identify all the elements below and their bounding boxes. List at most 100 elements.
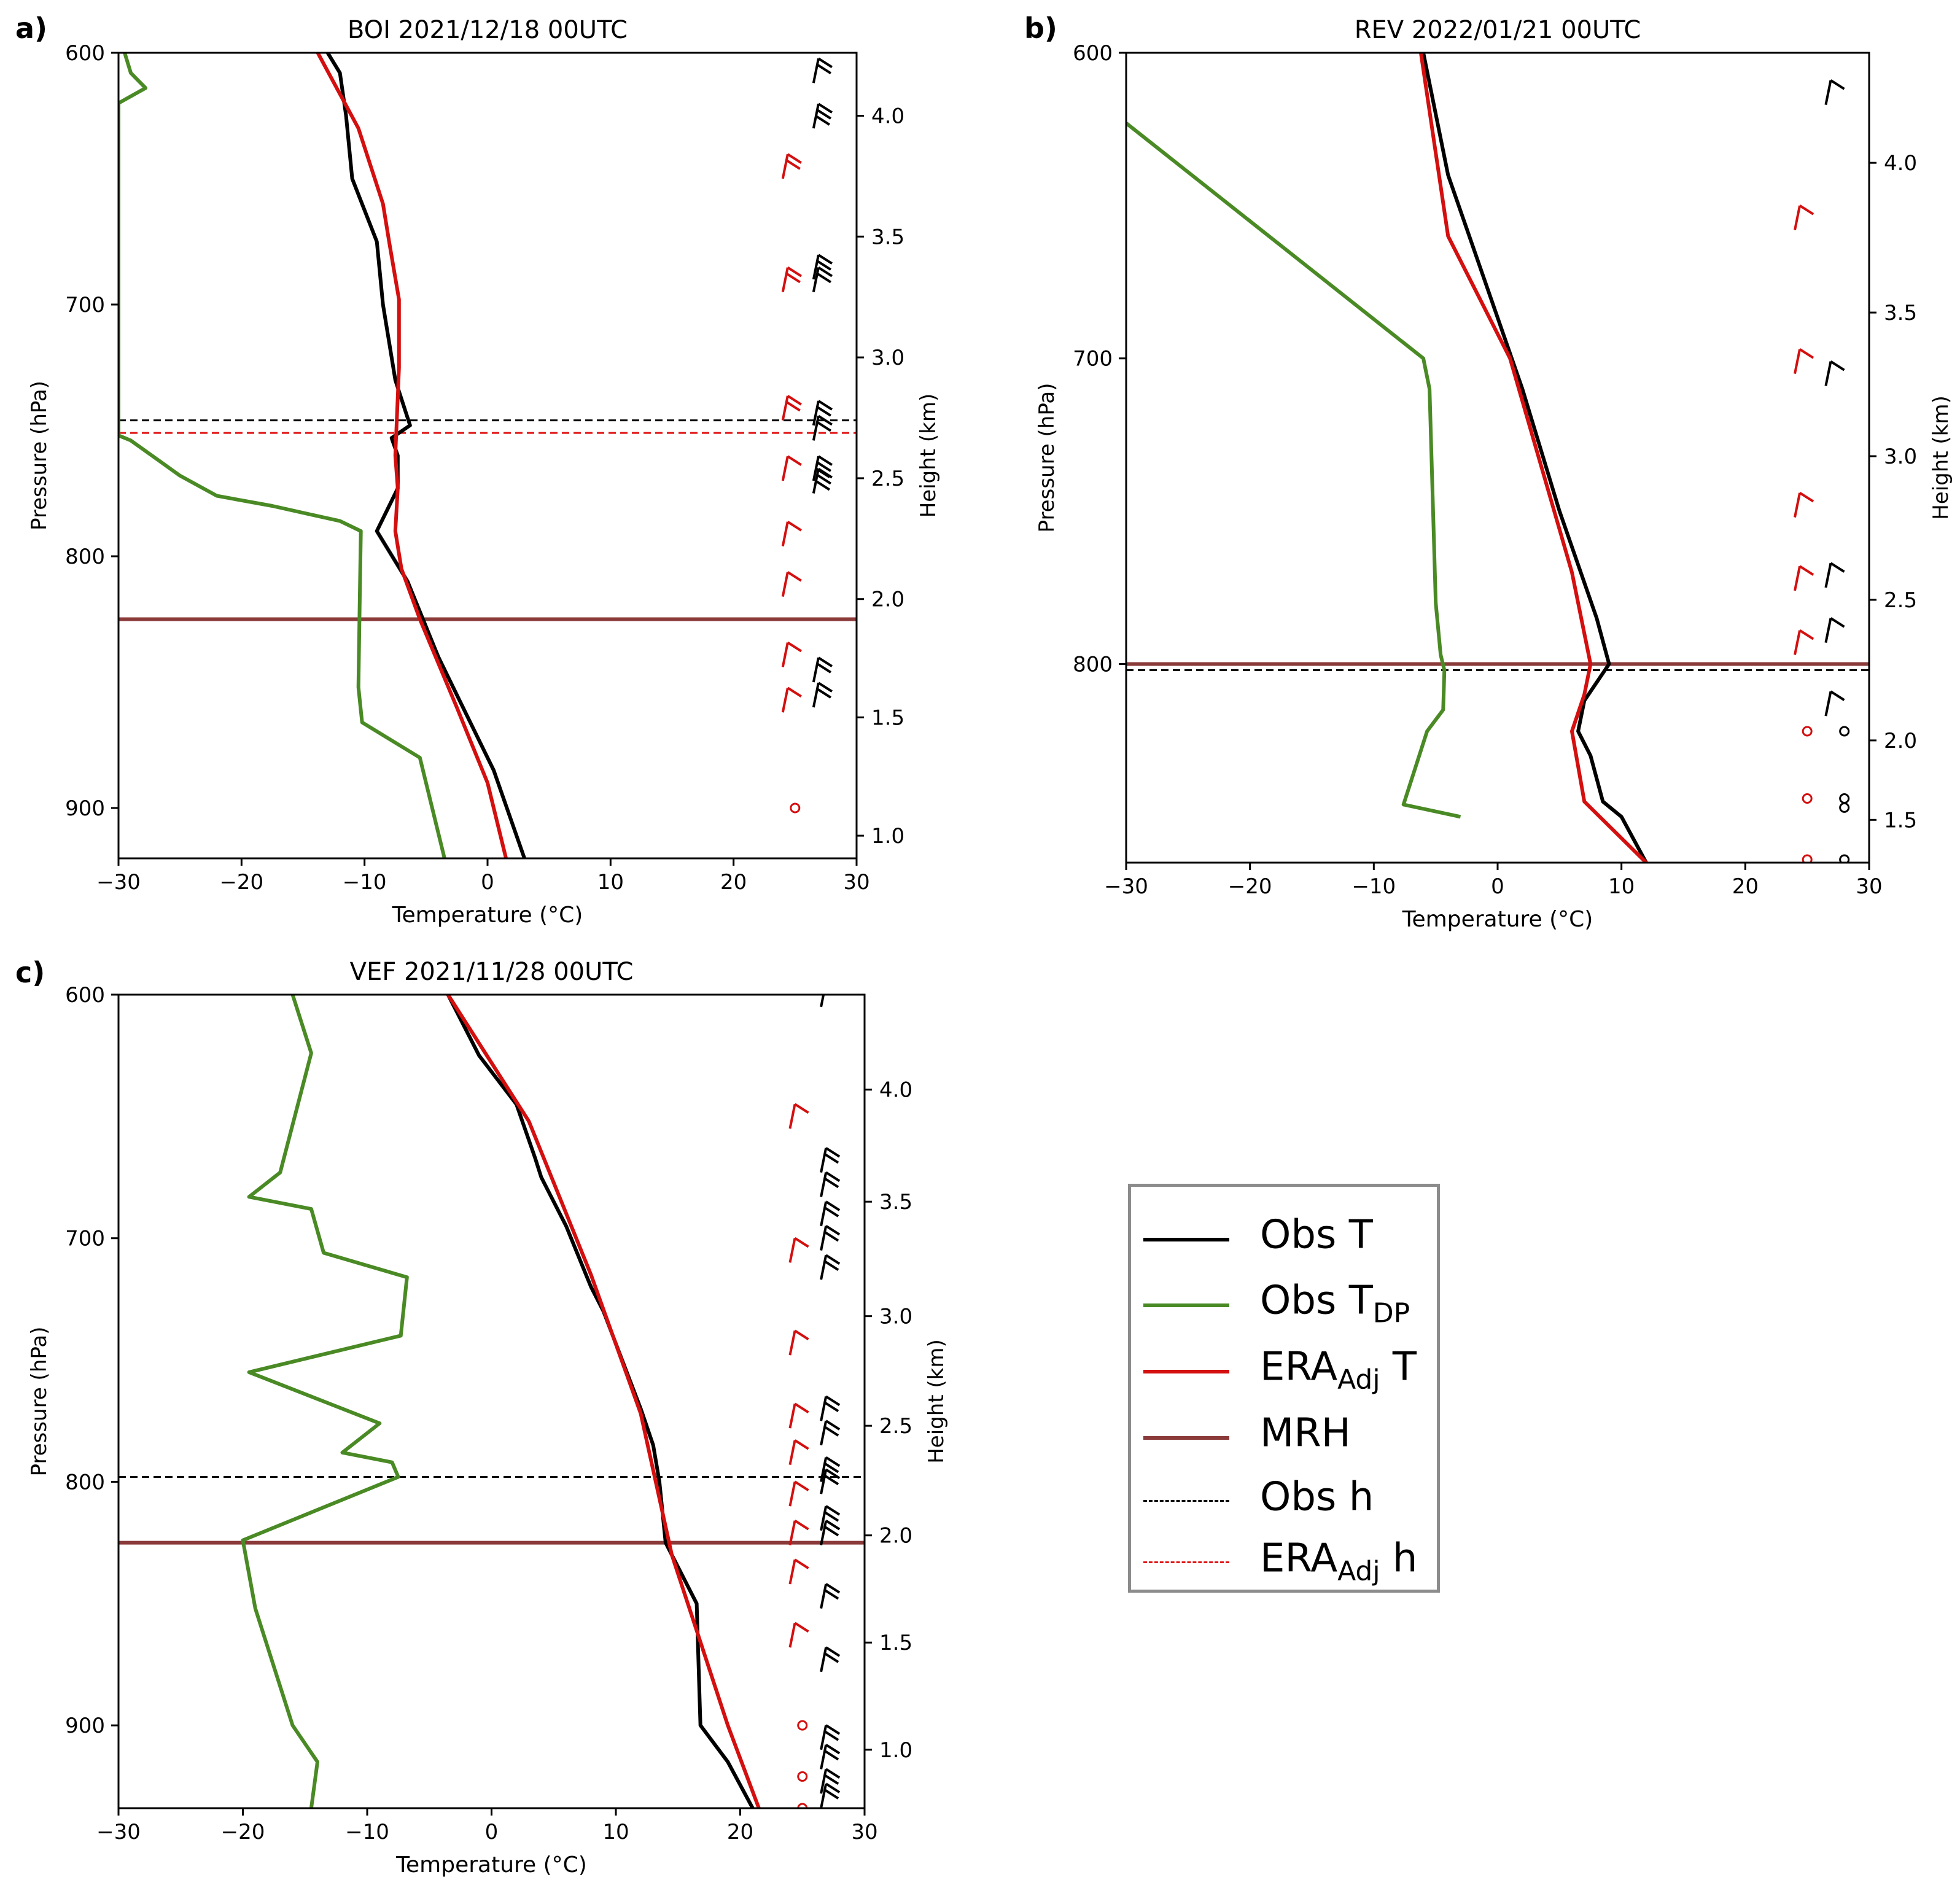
barb-flag	[816, 406, 831, 417]
barb-staff	[812, 267, 820, 292]
barb-flag	[817, 266, 833, 278]
barb-staff	[1794, 205, 1802, 231]
barb-staff	[812, 657, 820, 683]
barb-staff	[820, 1725, 828, 1750]
wind-barb-obs	[820, 1420, 841, 1446]
x-tick-label: −10	[1351, 874, 1396, 899]
series-obs-t	[446, 995, 755, 1808]
barb-staff	[820, 1201, 828, 1227]
barb-flag	[824, 1401, 839, 1413]
barb-flag	[817, 414, 833, 426]
barb-flag	[1830, 562, 1845, 573]
wind-barb-era	[781, 571, 802, 597]
barb-staff	[812, 400, 820, 426]
barb-flag	[824, 1426, 839, 1437]
wind-barb-obs	[812, 254, 833, 280]
wind-barb-era	[1794, 629, 1814, 655]
barb-flag	[824, 1774, 839, 1785]
panel-label: b)	[1024, 12, 1057, 45]
barb-flag	[816, 272, 831, 284]
y2-axis-label: Height (km)	[1929, 395, 1953, 520]
y-tick-label: 900	[65, 796, 105, 821]
calm-marker-era	[790, 802, 801, 814]
y2-tick-label: 2.5	[1884, 588, 1917, 613]
wind-barb-era	[788, 1520, 809, 1545]
wind-barb-era	[1794, 565, 1814, 591]
barb-staff	[781, 572, 789, 597]
barb-staff	[1794, 630, 1802, 655]
legend-swatch	[1143, 1500, 1229, 1502]
barb-staff	[788, 1440, 796, 1466]
barb-flag	[794, 1520, 809, 1531]
x-tick-label: 20	[727, 1820, 753, 1844]
x-tick-label: −10	[343, 870, 387, 895]
barb-staff	[781, 642, 789, 667]
barb-flag	[794, 1103, 809, 1114]
x-tick-label: 30	[1856, 874, 1882, 899]
wind-barb-obs	[812, 682, 833, 708]
barb-flag	[824, 1153, 839, 1164]
x-tick-label: 20	[720, 870, 747, 895]
barb-flag	[817, 682, 833, 693]
barb-flag	[817, 400, 833, 411]
axes-frame	[117, 52, 858, 860]
barb-staff	[820, 995, 825, 1008]
wind-barb-obs	[1824, 690, 1845, 717]
wind-barb-era	[788, 1480, 809, 1507]
y2-tick-label: 2.0	[1884, 729, 1917, 753]
series-obs-t	[1421, 53, 1648, 863]
y2-tick-label: 1.5	[871, 705, 904, 730]
barb-staff	[781, 456, 789, 481]
chart-panel-2: b) REV 2022/01/21 00UTC −30 −20 −10 0 10 20 30 Te…	[1024, 12, 1953, 932]
barb-staff	[1824, 80, 1832, 106]
barb-flag	[824, 1589, 839, 1600]
barb-flag	[824, 1789, 839, 1800]
x-tick-label: 10	[597, 870, 624, 895]
barb-staff	[812, 416, 820, 441]
wind-barb-era	[788, 1237, 809, 1263]
wind-barb-obs	[820, 1171, 841, 1197]
wind-barb-obs	[820, 1254, 841, 1280]
barb-flag	[824, 1525, 839, 1537]
barb-flag	[825, 1520, 841, 1531]
legend-item-obs-tdp: Obs TDP	[1131, 1273, 1437, 1334]
wind-barb-obs	[812, 467, 833, 494]
barb-flag	[817, 254, 833, 265]
y2-tick-label: 2.5	[871, 467, 904, 491]
y-tick-label: 600	[1073, 41, 1113, 66]
x-tick-label: −20	[1228, 874, 1272, 899]
barb-flag	[816, 109, 831, 120]
barb-flag	[1799, 348, 1814, 359]
barb-flag	[787, 686, 802, 698]
barb-flag	[1830, 617, 1845, 628]
y-tick-label: 900	[65, 1714, 105, 1738]
series-obs-tdp	[119, 53, 446, 858]
barb-flag	[825, 1147, 841, 1158]
wind-barb-obs	[820, 1768, 841, 1794]
barb-staff	[788, 1330, 796, 1356]
calm-marker-obs	[1839, 854, 1850, 863]
wind-barb-obs	[1824, 360, 1845, 386]
barb-flag	[825, 1782, 841, 1793]
barb-flag	[787, 641, 802, 653]
wind-barb-obs	[820, 1520, 841, 1545]
barb-staff	[1824, 618, 1832, 643]
legend-swatch	[1143, 1436, 1229, 1440]
barb-flag	[824, 1462, 839, 1474]
panel-label: c)	[15, 956, 45, 989]
legend-label: Obs h	[1260, 1474, 1374, 1520]
y2-tick-label: 3.5	[871, 225, 904, 249]
wind-barb-era	[1794, 348, 1814, 375]
barb-flag	[794, 1329, 809, 1340]
barb-flag	[816, 421, 831, 432]
plot-area	[119, 995, 865, 1808]
barb-staff	[820, 1505, 828, 1531]
x-tick-label: −30	[96, 1820, 141, 1844]
calm-marker-obs	[1839, 726, 1850, 737]
barb-flag	[825, 1395, 841, 1407]
y-axis-label: Pressure (hPa)	[27, 381, 52, 530]
barb-staff	[820, 1226, 828, 1251]
series-obs-tdp	[241, 995, 409, 1808]
barb-staff	[781, 267, 789, 292]
